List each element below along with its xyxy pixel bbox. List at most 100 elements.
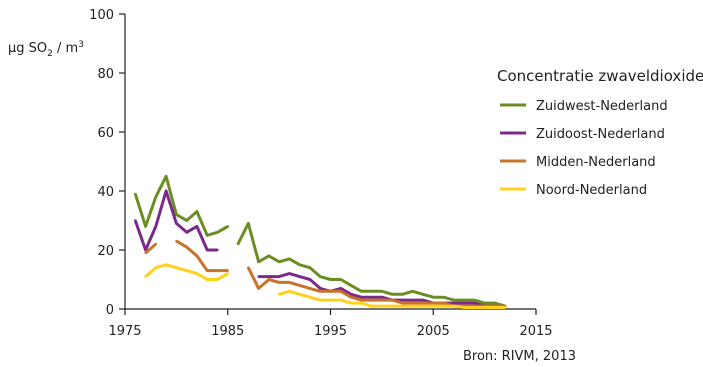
data-point <box>175 240 177 242</box>
data-point <box>227 269 229 271</box>
data-point <box>360 296 362 298</box>
data-point <box>350 302 352 304</box>
y-tick-label: 60 <box>97 126 114 141</box>
data-point <box>196 225 198 227</box>
data-point <box>401 305 403 307</box>
data-point <box>494 306 496 308</box>
data-point <box>134 193 136 195</box>
data-point <box>412 290 414 292</box>
data-point <box>391 293 393 295</box>
data-point <box>381 290 383 292</box>
data-point <box>206 234 208 236</box>
data-point <box>186 246 188 248</box>
data-point <box>247 267 249 269</box>
data-point <box>412 302 414 304</box>
data-point <box>473 299 475 301</box>
data-point <box>504 306 506 308</box>
data-point <box>175 222 177 224</box>
data-point <box>309 278 311 280</box>
data-point <box>391 299 393 301</box>
series-line <box>146 265 228 280</box>
data-point <box>381 296 383 298</box>
y-tick-label: 0 <box>106 303 114 318</box>
data-point <box>442 296 444 298</box>
data-point <box>340 299 342 301</box>
data-point <box>186 231 188 233</box>
x-tick-label: 1995 <box>314 324 347 339</box>
x-tick-label: 1985 <box>211 324 244 339</box>
source-note: Bron: RIVM, 2013 <box>463 349 576 364</box>
data-point <box>299 275 301 277</box>
data-point <box>370 299 372 301</box>
data-point <box>412 305 414 307</box>
data-point <box>134 219 136 221</box>
data-point <box>370 305 372 307</box>
data-point <box>329 278 331 280</box>
data-point <box>268 255 270 257</box>
series-line <box>176 241 227 271</box>
data-point <box>288 281 290 283</box>
data-point <box>401 299 403 301</box>
data-point <box>483 302 485 304</box>
data-point <box>422 302 424 304</box>
data-point <box>309 296 311 298</box>
data-point <box>370 290 372 292</box>
data-point <box>319 290 321 292</box>
data-point <box>299 264 301 266</box>
data-point <box>473 302 475 304</box>
data-point <box>206 249 208 251</box>
data-point <box>216 269 218 271</box>
data-point <box>412 299 414 301</box>
data-point <box>144 225 146 227</box>
x-tick-label: 2005 <box>417 324 450 339</box>
data-point <box>453 302 455 304</box>
data-point <box>288 272 290 274</box>
data-point <box>494 302 496 304</box>
data-point <box>175 267 177 269</box>
data-point <box>422 305 424 307</box>
data-point <box>268 275 270 277</box>
legend-label: Zuidoost-Nederland <box>536 127 665 142</box>
data-point <box>165 264 167 266</box>
data-point <box>278 281 280 283</box>
data-point <box>473 306 475 308</box>
data-point <box>186 219 188 221</box>
legend-label: Noord-Nederland <box>536 183 647 198</box>
data-point <box>268 278 270 280</box>
data-point <box>432 305 434 307</box>
data-point <box>340 278 342 280</box>
data-point <box>381 299 383 301</box>
data-point <box>360 290 362 292</box>
data-point <box>155 225 157 227</box>
series-layer <box>134 175 506 309</box>
y-axis-label-middle: / m <box>53 41 78 56</box>
data-point <box>350 284 352 286</box>
data-point <box>319 299 321 301</box>
data-point <box>165 175 167 177</box>
data-point <box>319 287 321 289</box>
data-point <box>196 210 198 212</box>
data-point <box>196 272 198 274</box>
data-point <box>329 290 331 292</box>
data-point <box>370 296 372 298</box>
y-tick-label: 20 <box>97 244 114 259</box>
data-point <box>463 299 465 301</box>
data-point <box>381 305 383 307</box>
data-point <box>309 287 311 289</box>
data-point <box>309 267 311 269</box>
data-point <box>186 269 188 271</box>
data-point <box>360 299 362 301</box>
data-point <box>278 261 280 263</box>
data-point <box>196 255 198 257</box>
data-point <box>227 272 229 274</box>
data-point <box>257 261 259 263</box>
data-point <box>340 290 342 292</box>
data-point <box>206 269 208 271</box>
data-point <box>319 275 321 277</box>
data-point <box>206 278 208 280</box>
data-point <box>401 293 403 295</box>
y-tick-label: 40 <box>97 185 114 200</box>
data-point <box>401 302 403 304</box>
